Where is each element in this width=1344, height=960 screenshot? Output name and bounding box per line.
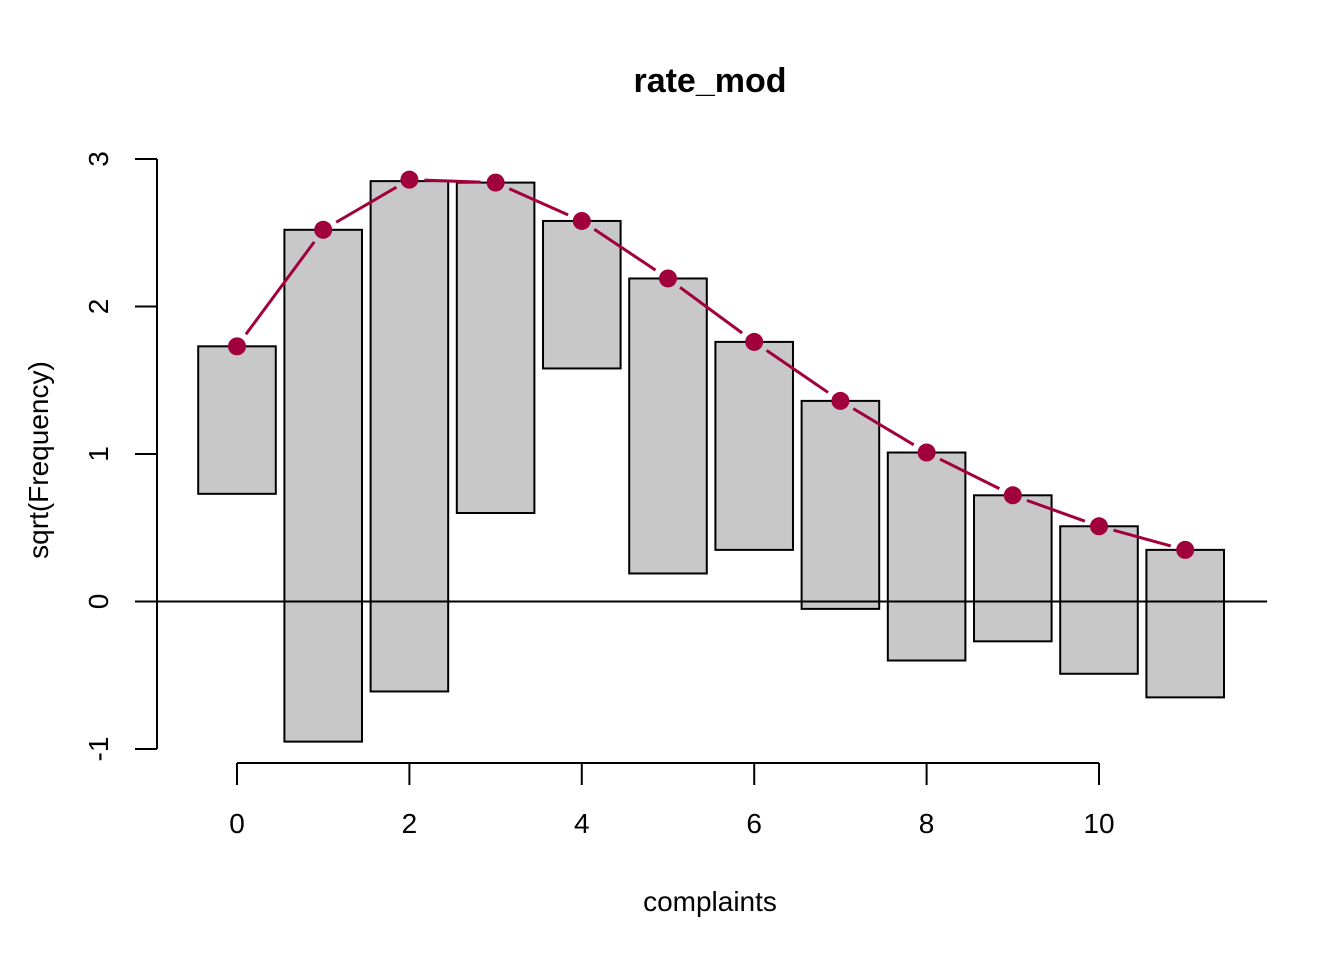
y-tick-label--1: -1	[83, 737, 114, 762]
line-segment-7-8	[852, 407, 915, 447]
y-tick-label-1: 1	[83, 446, 114, 462]
bar-10	[1059, 525, 1139, 675]
point-11	[1176, 540, 1195, 559]
bar-2	[369, 180, 450, 693]
y-tick-label-0: 0	[83, 594, 114, 610]
bar-6	[714, 340, 794, 551]
line-segment-6-7	[765, 349, 829, 394]
line-segment-3-4	[508, 187, 569, 217]
line-segment-5-6	[679, 286, 744, 335]
x-tick-label-0: 0	[229, 808, 245, 839]
point-6	[745, 332, 764, 351]
bars-group	[197, 180, 1225, 743]
y-axis: -1 0 1 2 3	[83, 151, 158, 762]
bar-4	[542, 219, 622, 370]
line-segment-2-3	[424, 178, 481, 184]
line-segment-0-1	[244, 240, 316, 336]
x-tick-label-6: 6	[746, 808, 762, 839]
line-segment-10-11	[1113, 528, 1172, 548]
y-axis-label: sqrt(Frequency)	[23, 361, 54, 559]
y-tick-label-2: 2	[83, 299, 114, 315]
chart-title: rate_mod	[633, 62, 786, 100]
bar-5	[628, 277, 708, 575]
line-segment-9-10	[1026, 498, 1086, 523]
point-0	[228, 337, 246, 356]
bar-0	[197, 345, 277, 495]
line-segment-8-9	[939, 457, 1001, 490]
point-5	[659, 269, 677, 288]
line-segment-4-5	[593, 228, 657, 272]
point-9	[1003, 486, 1022, 505]
x-axis-label: complaints	[643, 886, 777, 917]
point-3	[486, 173, 505, 192]
point-10	[1090, 517, 1108, 536]
point-7	[831, 391, 850, 410]
y-tick-label-3: 3	[83, 151, 114, 167]
line-segment-1-2	[335, 185, 398, 224]
expected-line-group	[228, 170, 1195, 559]
point-4	[572, 211, 591, 230]
bar-1	[283, 228, 363, 743]
point-2	[400, 170, 419, 189]
bar-8	[886, 451, 967, 662]
x-axis: 0 2 4 6 8 10	[229, 762, 1115, 839]
bar-7	[800, 399, 881, 610]
bar-11	[1145, 548, 1225, 699]
point-1	[314, 220, 333, 239]
point-8	[917, 443, 936, 462]
bar-3	[455, 181, 536, 514]
x-tick-label-10: 10	[1083, 808, 1114, 839]
x-tick-label-8: 8	[919, 808, 935, 839]
bar-9	[973, 494, 1053, 643]
x-tick-label-4: 4	[574, 808, 590, 839]
x-tick-label-2: 2	[402, 808, 418, 839]
